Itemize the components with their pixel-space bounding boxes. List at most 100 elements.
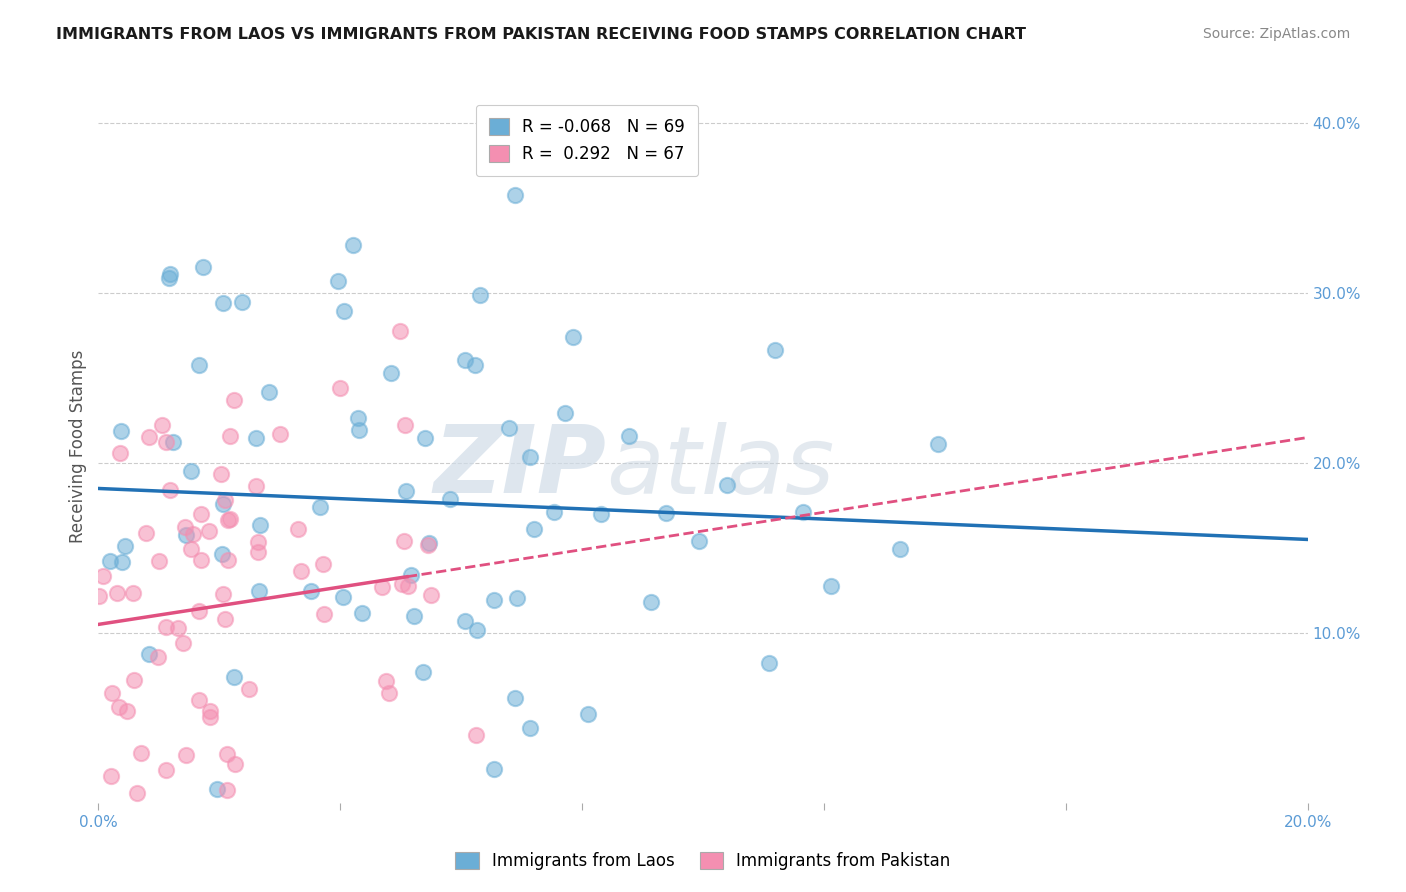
Point	[148, 650, 170, 665]
Point	[287, 522, 309, 536]
Point	[246, 535, 269, 549]
Point	[215, 747, 238, 762]
Point	[377, 686, 399, 700]
Point	[352, 606, 374, 620]
Point	[333, 304, 356, 318]
Point	[562, 330, 585, 344]
Point	[198, 524, 221, 538]
Point	[127, 786, 149, 800]
Point	[523, 522, 546, 536]
Point	[249, 517, 271, 532]
Point	[180, 464, 202, 478]
Point	[205, 781, 228, 796]
Point	[347, 411, 370, 425]
Point	[174, 747, 197, 762]
Point	[157, 270, 180, 285]
Point	[138, 430, 160, 444]
Point	[464, 358, 486, 372]
Text: ZIP: ZIP	[433, 421, 606, 514]
Point	[820, 579, 842, 593]
Point	[554, 406, 576, 420]
Point	[122, 673, 145, 687]
Point	[519, 721, 541, 735]
Point	[187, 604, 209, 618]
Point	[224, 756, 246, 771]
Point	[89, 589, 111, 603]
Point	[391, 577, 413, 591]
Point	[257, 384, 280, 399]
Point	[927, 437, 949, 451]
Point	[396, 579, 419, 593]
Point	[792, 505, 814, 519]
Point	[392, 534, 415, 549]
Point	[342, 237, 364, 252]
Point	[212, 497, 235, 511]
Point	[101, 686, 124, 700]
Point	[100, 769, 122, 783]
Point	[758, 656, 780, 670]
Point	[655, 506, 678, 520]
Point	[413, 431, 436, 445]
Point	[332, 591, 354, 605]
Point	[375, 673, 398, 688]
Point	[166, 621, 188, 635]
Point	[418, 536, 440, 550]
Text: atlas: atlas	[606, 422, 835, 513]
Point	[114, 539, 136, 553]
Point	[312, 607, 335, 621]
Point	[155, 435, 177, 450]
Point	[190, 552, 212, 566]
Point	[299, 584, 322, 599]
Point	[247, 545, 270, 559]
Point	[217, 552, 239, 566]
Point	[231, 295, 253, 310]
Point	[224, 670, 246, 684]
Y-axis label: Receiving Food Stamps: Receiving Food Stamps	[69, 350, 87, 542]
Point	[174, 520, 197, 534]
Point	[388, 324, 411, 338]
Point	[394, 417, 416, 432]
Point	[211, 547, 233, 561]
Point	[188, 358, 211, 372]
Point	[108, 446, 131, 460]
Point	[465, 623, 488, 637]
Point	[503, 691, 526, 706]
Text: Source: ZipAtlas.com: Source: ZipAtlas.com	[1202, 27, 1350, 41]
Point	[454, 615, 477, 629]
Point	[222, 393, 245, 408]
Point	[209, 467, 232, 482]
Point	[98, 554, 121, 568]
Point	[464, 728, 486, 742]
Point	[482, 593, 505, 607]
Point	[688, 533, 710, 548]
Point	[371, 580, 394, 594]
Point	[640, 595, 662, 609]
Point	[347, 423, 370, 437]
Point	[150, 418, 173, 433]
Point	[416, 538, 439, 552]
Point	[380, 366, 402, 380]
Point	[214, 612, 236, 626]
Point	[404, 608, 426, 623]
Point	[214, 493, 236, 508]
Point	[180, 542, 202, 557]
Point	[200, 710, 222, 724]
Point	[218, 512, 240, 526]
Point	[211, 587, 233, 601]
Point	[212, 296, 235, 310]
Point	[312, 557, 335, 571]
Point	[269, 426, 291, 441]
Legend: R = -0.068   N = 69, R =  0.292   N = 67: R = -0.068 N = 69, R = 0.292 N = 67	[475, 104, 699, 176]
Text: IMMIGRANTS FROM LAOS VS IMMIGRANTS FROM PAKISTAN RECEIVING FOOD STAMPS CORRELATI: IMMIGRANTS FROM LAOS VS IMMIGRANTS FROM …	[56, 27, 1026, 42]
Point	[198, 704, 221, 718]
Point	[399, 568, 422, 582]
Point	[159, 267, 181, 281]
Point	[716, 477, 738, 491]
Point	[245, 479, 267, 493]
Point	[519, 450, 541, 465]
Point	[162, 434, 184, 449]
Point	[503, 187, 526, 202]
Point	[482, 762, 505, 776]
Point	[326, 274, 349, 288]
Point	[238, 682, 260, 697]
